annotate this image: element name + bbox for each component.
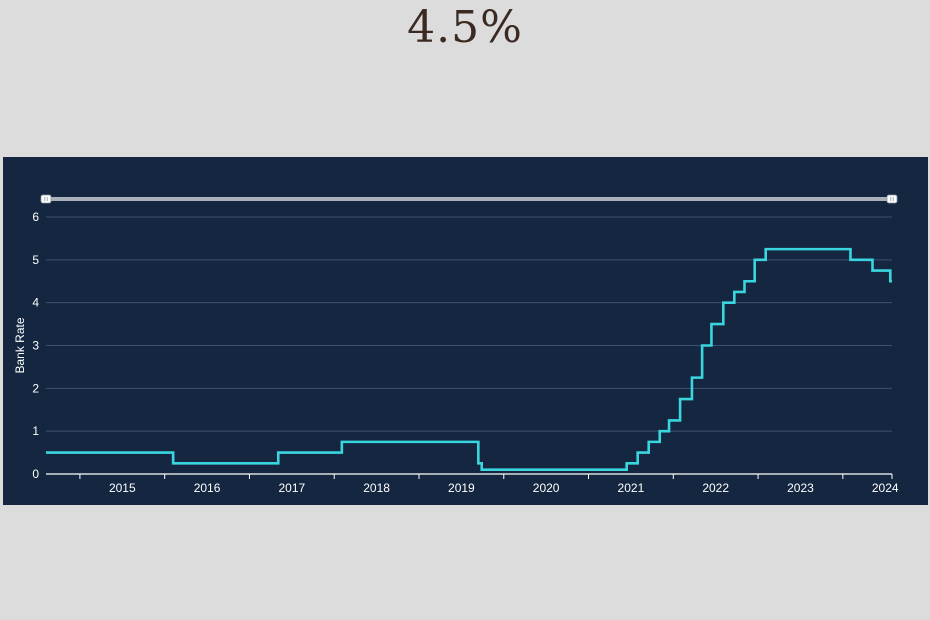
y-tick-label-3: 3 [32,339,39,353]
y-tick-label-2: 2 [32,381,39,395]
y-tick-label-4: 4 [32,296,39,310]
x-tick-label-2017: 2017 [278,481,305,495]
range-slider[interactable] [40,194,898,204]
range-slider-handle-left[interactable] [40,194,52,204]
x-tick-label-2016: 2016 [194,481,221,495]
y-axis-label: Bank Rate [13,317,27,373]
x-axis: 2015 2016 2017 2018 2019 2020 2021 2022 2023 2024 [46,473,899,495]
series-group [46,247,892,472]
x-tick-label-2021: 2021 [618,481,645,495]
x-tick-label-2018: 2018 [363,481,390,495]
x-tick-label-2019: 2019 [448,481,475,495]
x-tick-label-2020: 2020 [533,481,560,495]
y-tick-label-1: 1 [32,424,39,438]
x-tick-label-2024: 2024 [872,481,899,495]
y-tick-label-0: 0 [32,467,39,481]
range-slider-handle-right-body[interactable] [886,194,898,204]
chart-panel: 0 1 2 3 4 5 6 2015 2016 2017 2018 2019 2020 2021 2022… [3,157,928,505]
x-tick-label-2022: 2022 [702,481,729,495]
grid-lines [46,216,892,432]
bank-rate-chart: 0 1 2 3 4 5 6 2015 2016 2017 2018 2019 2020 2021 2022… [13,194,899,495]
current-rate-headline: 4.5% [407,2,523,53]
x-tick-label-2015: 2015 [109,481,136,495]
y-tick-label-6: 6 [32,210,39,224]
x-tick-label-2023: 2023 [787,481,814,495]
series-line-0 [46,247,892,472]
range-slider-handle-left-body[interactable] [40,194,52,204]
y-tick-labels: 0 1 2 3 4 5 6 [32,210,39,481]
range-slider-handle-right[interactable] [886,194,898,204]
y-tick-label-5: 5 [32,253,39,267]
